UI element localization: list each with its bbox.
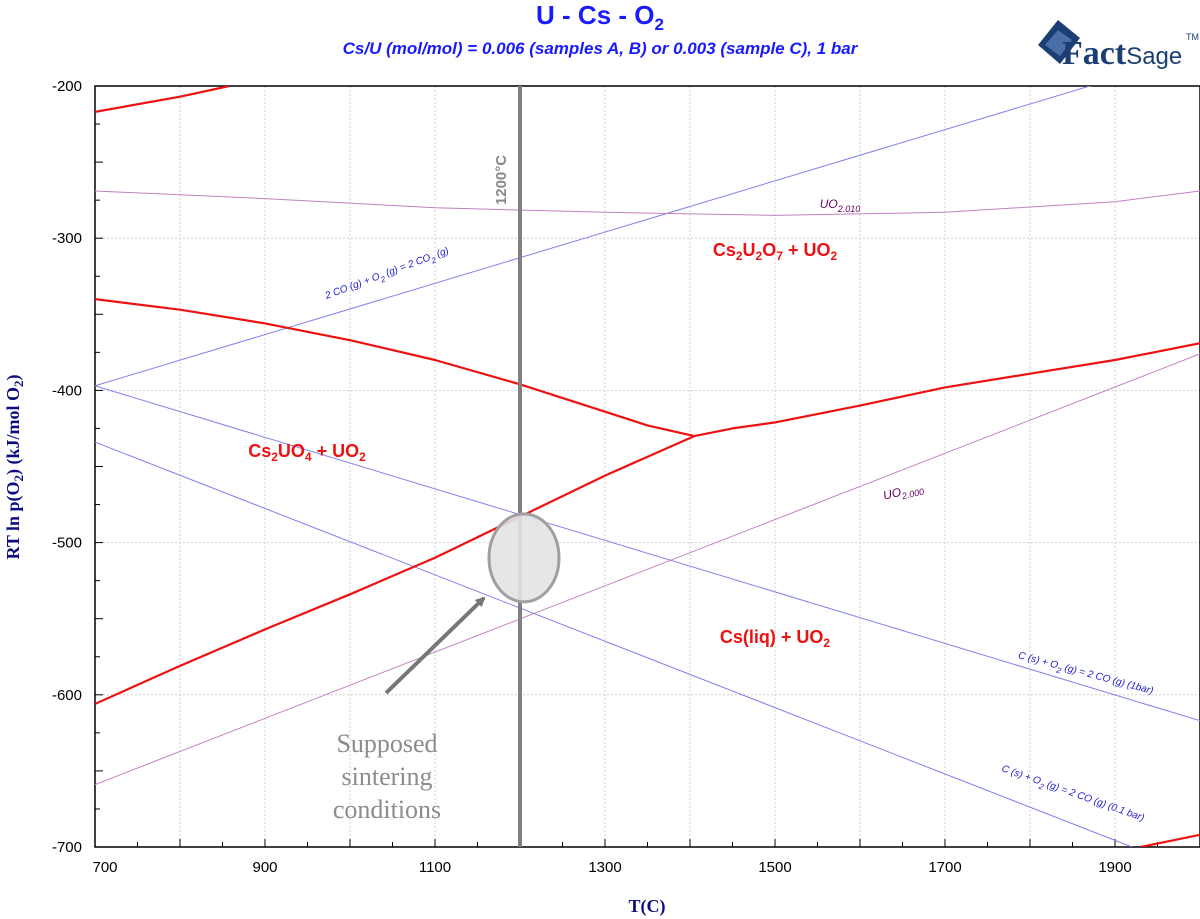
x-tick-label: 700: [92, 859, 117, 876]
x-tick-label: 1500: [758, 859, 791, 876]
annotation-text-line: conditions: [333, 795, 441, 824]
y-tick-label: -500: [52, 535, 82, 552]
uo2-010-line-label: UO2.010: [820, 197, 861, 214]
uo2-010-line: [95, 190, 1200, 216]
logo-trademark: TM: [1186, 32, 1199, 42]
logo-text: FactSage: [1062, 35, 1182, 72]
labels: 1200°C Cs2U2O7 + UO2 Cs2UO4 + UO2 Cs(liq) +…: [248, 155, 1154, 826]
region-label-csliq-uo2: Cs(liq) + UO2: [720, 627, 831, 650]
top-left-boundary: [95, 86, 230, 113]
co-co2-line-label: 2 CO (g) + O2 (g) = 2 CO2 (g): [323, 246, 452, 305]
y-axis-title: RT ln p(O2) (kJ/mol O2): [3, 374, 26, 559]
chart-subtitle: Cs/U (mol/mol) = 0.006 (samples A, B) or…: [343, 39, 859, 58]
x-tick-label: 900: [252, 859, 277, 876]
x-tick-label: 1700: [928, 859, 961, 876]
logo-cube-icon: [1038, 20, 1080, 64]
x-tick-label: 1900: [1098, 859, 1131, 876]
grid: [95, 85, 1200, 848]
uo2-000-line: [95, 353, 1200, 786]
c-co-0.1bar-line: [95, 441, 1133, 847]
c-co-1bar-line-label: C (s) + O2 (g) = 2 CO (g) (1bar): [1016, 650, 1154, 700]
x-axis-title: T(C): [629, 896, 666, 917]
factsage-logo: FactSage TM: [1038, 20, 1199, 72]
y-tick-label: -700: [52, 839, 82, 856]
annotation-arrow: [384, 596, 486, 695]
y-tick-label: -300: [52, 230, 82, 247]
co-co2-line: [95, 86, 1092, 387]
x-tick-label: 1300: [588, 859, 621, 876]
y-tick-label: -400: [52, 382, 82, 399]
y-tick-label: -200: [52, 78, 82, 95]
isotherm-label: 1200°C: [493, 155, 510, 205]
region-label-cs2u2o7-uo2: Cs2U2O7 + UO2: [713, 240, 838, 263]
annotation-text-line: Supposed: [336, 729, 437, 758]
cs2uo4-csliq-boundary: [95, 435, 695, 705]
y-tick-label: -600: [52, 687, 82, 704]
reference-lines: [95, 86, 1200, 847]
uo2-000-line-label: UO2.000: [882, 480, 925, 506]
bottom-right-boundary: [1140, 833, 1200, 847]
phase-boundaries: [95, 86, 1200, 847]
annotation-text-line: sintering: [342, 762, 433, 791]
cs2u2o7-csliq-boundary: [694, 342, 1200, 438]
cs2uo4-cs2u2o7-boundary: [95, 298, 695, 438]
sintering-ellipse: [487, 512, 561, 604]
x-tick-label: 1100: [419, 859, 451, 876]
plot-frame: [94, 85, 1200, 848]
c-co-1bar-line: [95, 385, 1200, 722]
chart-title: U - Cs - O2: [536, 0, 664, 34]
region-label-cs2uo4-uo2: Cs2UO4 + UO2: [248, 441, 366, 464]
sintering-region: [487, 512, 561, 604]
ticks: 700 900 1100 1300 1500 1700 1900 -200 -300 -400 -5…: [52, 78, 1158, 876]
c-co-0.1bar-line-label: C (s) + O2 (g) = 2 CO (g) (0.1 bar): [999, 763, 1146, 826]
